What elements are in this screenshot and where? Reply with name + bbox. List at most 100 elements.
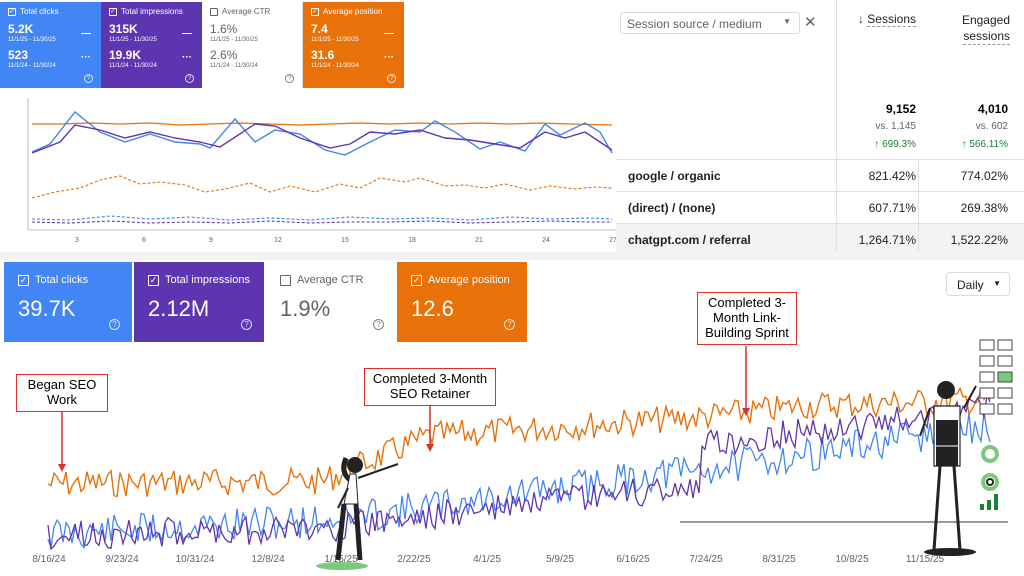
date-range-current: 11/1/25 - 11/30/25 [8,37,56,43]
metric-value-current: 5.2K [8,22,34,36]
dashed-line-legend-icon: ··· [384,52,394,63]
x-tick-label: 27 [609,237,616,244]
metric-label: Total clicks [20,7,59,16]
metric-value-previous: 31.6 [311,48,335,62]
dropdown-arrow-icon: ▼ [993,279,1001,288]
x-tick-label: 4/1/25 [473,554,501,565]
metric-card-impressions[interactable]: ✓ Total impressions 2.12M ? [134,262,264,342]
checkbox-icon[interactable]: ✓ [411,274,422,286]
metric-label: Average CTR [222,7,271,16]
clicks-previous-line [31,215,613,221]
date-range-current: 11/1/25 - 11/30/25 [109,37,157,43]
help-icon[interactable]: ? [373,319,384,330]
x-tick-label: 10/8/25 [835,554,869,565]
sort-down-arrow-icon: ↓ [857,12,864,26]
annotation-seo-retainer: Completed 3-Month SEO Retainer [364,368,496,406]
help-icon[interactable]: ? [285,74,294,83]
date-range-previous: 11/1/24 - 11/30/24 [210,63,258,69]
dashed-line-legend-icon: ··· [81,52,91,63]
metric-value-current: 315K [109,22,138,36]
x-tick-label: 9/23/24 [105,554,139,565]
metric-value: 1.9% [280,296,331,321]
help-icon[interactable]: ? [185,74,194,83]
checkbox-icon[interactable] [280,274,291,286]
row-engaged: 1,522.22% [950,233,1008,247]
woman-pointing-illustration [316,457,399,570]
help-icon[interactable]: ? [84,74,93,83]
checkbox-icon[interactable]: ✓ [18,274,29,286]
metric-value-current: 7.4 [311,22,328,36]
annotation-arrowhead [426,444,434,452]
solid-line-legend-icon: — [182,28,192,39]
dimension-select-label: Session source / medium [627,17,762,31]
metric-card-clicks[interactable]: ✓ Total clicks 39.7K ? [4,262,132,342]
help-icon[interactable]: ? [109,319,120,330]
table-row[interactable]: chatgpt.com / referral 1,264.71% 1,522.2… [616,223,1024,255]
x-axis-ticks: 3 6 9 12 15 18 21 24 27 [75,237,616,244]
date-range-current: 11/1/25 - 11/30/25 [210,37,258,43]
help-icon[interactable]: ? [504,319,515,330]
metric-card-ctr[interactable]: Average CTR 1.9% ? [266,262,396,342]
metric-card-position[interactable]: ✓ Average position 12.6 ? [397,262,527,342]
engaged-compare: vs. 602 [975,121,1008,132]
metric-value-previous: 19.9K [109,48,142,62]
x-tick-label: 1/15/25 [324,554,358,565]
sessions-total: 9,152 [885,102,916,116]
row-sessions: 821.42% [868,169,916,183]
engaged-total-cell: 4,010 vs. 602 ↑ 566.11% [926,100,1008,154]
table-row[interactable]: google / organic 821.42% 774.02% [616,159,1024,191]
x-tick-label: 6 [142,237,146,244]
x-tick-label: 7/24/25 [689,554,723,565]
checkbox-icon[interactable]: ✓ [109,7,117,16]
sessions-total-cell: 9,152 vs. 1,145 ↑ 699.3% [836,100,916,154]
woman-standing-illustration [919,381,977,556]
annotation-link-building: Completed 3-Month Link-Building Sprint [697,292,797,345]
row-source: google / organic [628,169,721,183]
sessions-header-label: Sessions [867,12,916,27]
engaged-header-line2: sessions [963,29,1010,45]
engaged-sessions-column-header[interactable]: Engaged sessions [926,12,1010,45]
help-icon[interactable]: ? [241,319,252,330]
x-tick-label: 21 [475,237,483,244]
x-tick-label: 8/31/25 [762,554,796,565]
engaged-change: ↑ 566.11% [961,139,1008,150]
dimension-select[interactable]: Session source / medium ▼ [620,12,800,34]
metric-value-current: 1.6% [210,22,238,36]
x-tick-label: 6/16/25 [616,554,650,565]
checkbox-icon[interactable]: ✓ [8,7,16,16]
close-icon[interactable]: ✕ [804,14,817,31]
help-icon[interactable]: ? [387,74,396,83]
performance-line-chart: 8/16/24 9/23/24 10/31/24 12/8/24 1/15/25 2/22… [32,339,1013,570]
date-range-previous: 11/1/24 - 11/30/24 [109,63,157,69]
solid-line-legend-icon: — [384,28,394,39]
engaged-total: 4,010 [977,102,1008,116]
date-range-previous: 11/1/24 - 11/30/24 [311,63,359,69]
metric-card-impressions-small[interactable]: ✓ Total impressions 315K 11/1/25 - 11/30/… [101,2,202,88]
x-tick-label: 5/9/25 [546,554,574,565]
dashed-line-legend-icon: ··· [182,52,192,63]
x-tick-label: 18 [408,237,416,244]
checkbox-icon[interactable]: ✓ [311,7,319,16]
impressions-line [47,394,991,551]
period-select-label: Daily [957,278,984,292]
x-tick-label: 3 [75,237,79,244]
donut-charts-icon [981,445,999,491]
checkbox-icon[interactable] [210,7,218,16]
metric-card-clicks-small[interactable]: ✓ Total clicks 5.2K 11/1/25 - 11/30/25 52… [0,2,101,88]
metric-card-ctr-small[interactable]: Average CTR 1.6% 11/1/25 - 11/30/25 2.6%… [202,2,303,88]
x-tick-label: 9 [209,237,213,244]
engaged-header-line1: Engaged [961,13,1010,27]
metric-value-previous: 523 [8,48,29,62]
period-select[interactable]: Daily ▼ [946,272,1010,296]
date-range-current: 11/1/25 - 11/30/25 [311,37,359,43]
x-tick-label: 12 [274,237,282,244]
x-tick-label: 12/8/24 [251,554,285,565]
solid-line-legend-icon: — [81,28,91,39]
checkbox-icon[interactable]: ✓ [148,274,159,286]
sessions-column-header[interactable]: ↓ Sessions [846,12,916,27]
metric-card-position-small[interactable]: ✓ Average position 7.4 11/1/25 - 11/30/25… [303,2,404,88]
gsc-panel-large: ✓ Total clicks 39.7K ? ✓ Total impressions… [0,260,1024,576]
metric-label: Total impressions [165,274,250,286]
table-row[interactable]: (direct) / (none) 607.71% 269.38% [616,191,1024,223]
x-tick-label: 15 [341,237,349,244]
